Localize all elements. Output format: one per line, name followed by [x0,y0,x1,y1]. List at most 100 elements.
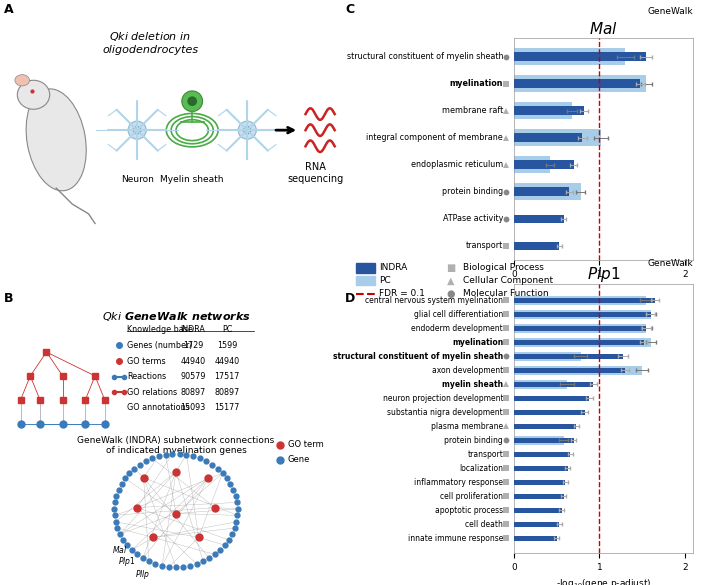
Text: B: B [4,292,13,305]
Circle shape [238,121,256,139]
Text: plasma membrane: plasma membrane [431,422,503,431]
Title: $\mathit{Mal}$: $\mathit{Mal}$ [589,21,618,37]
Bar [514,436,563,445]
Text: 15093: 15093 [180,403,206,412]
Text: GO relations: GO relations [127,388,177,397]
Bar [514,75,646,92]
Text: substantia nigra development: substantia nigra development [387,408,503,417]
Circle shape [243,126,251,135]
Text: myelination: myelination [450,79,503,88]
Ellipse shape [15,75,30,86]
Text: transport: transport [467,450,503,459]
Text: integral component of membrane: integral component of membrane [366,133,503,142]
Text: ●: ● [446,288,455,299]
Text: 80897: 80897 [180,388,206,397]
Text: Cellular Component: Cellular Component [463,276,553,285]
Bar [514,438,574,443]
Bar [514,298,655,302]
Text: 17517: 17517 [215,372,240,381]
Text: $\mathit{Qki}$ deletion in
oligodendrocytes: $\mathit{Qki}$ deletion in oligodendrocy… [102,30,198,55]
Text: RNA
sequencing: RNA sequencing [287,163,344,184]
Text: PC: PC [222,325,232,335]
Bar [514,184,581,200]
Bar [514,160,574,169]
X-axis label: -log$_{10}$(gene p-adjust): -log$_{10}$(gene p-adjust) [556,577,651,585]
Bar [514,156,550,173]
Bar [514,102,572,119]
Text: innate immune response: innate immune response [408,534,503,543]
Text: INDRA: INDRA [379,263,408,273]
Ellipse shape [18,80,50,109]
Bar [514,48,625,65]
Text: 80897: 80897 [215,388,240,397]
Text: transport: transport [466,242,503,250]
Circle shape [133,126,142,135]
Text: $\mathit{Pllp}$: $\mathit{Pllp}$ [135,568,151,581]
Bar [514,536,557,541]
Text: myelination: myelination [452,338,503,347]
Text: Myelin sheath: Myelin sheath [161,176,224,184]
Bar [514,340,644,345]
Text: $\mathit{Plp1}$: $\mathit{Plp1}$ [118,555,136,568]
Text: 1729: 1729 [183,341,203,350]
Text: apoptotic process: apoptotic process [435,506,503,515]
Text: localization: localization [459,464,503,473]
Text: Genes (number): Genes (number) [127,341,193,350]
Text: GO terms: GO terms [127,356,166,366]
Bar [514,466,567,470]
Text: 90579: 90579 [180,372,206,381]
Text: ▲: ▲ [447,276,454,286]
Text: PC: PC [379,276,391,285]
Circle shape [128,121,146,139]
Text: Molecular Function: Molecular Function [463,289,549,298]
Bar [514,324,646,333]
Text: central nervous system myelination: central nervous system myelination [365,296,503,305]
Text: D: D [345,292,356,305]
Text: GO annotations: GO annotations [127,403,190,412]
Bar [514,366,642,374]
Text: inflammatory response: inflammatory response [414,478,503,487]
Bar [514,424,577,429]
Bar [514,296,646,305]
Text: 15177: 15177 [215,403,240,412]
Bar [514,396,589,401]
Text: GO term: GO term [288,441,323,449]
Text: 1599: 1599 [217,341,237,350]
Bar [514,508,562,512]
Bar [514,338,650,347]
Text: GeneWalk: GeneWalk [648,259,693,267]
Bar [514,312,650,316]
Text: ■: ■ [446,263,455,273]
Bar [514,310,650,319]
Bar [514,382,593,387]
Title: $\mathit{Plp1}$: $\mathit{Plp1}$ [587,265,620,284]
X-axis label: -log$_{10}$(gene p-adjust): -log$_{10}$(gene p-adjust) [556,285,651,298]
Bar [514,410,585,415]
Text: protein binding: protein binding [444,436,503,445]
Bar [514,215,563,223]
Bar [514,494,563,498]
Bar [514,129,601,146]
Text: cell death: cell death [465,520,503,529]
Text: Gene: Gene [288,455,310,464]
Text: structural constituent of myelin sheath: structural constituent of myelin sheath [333,352,503,361]
Bar [514,187,570,196]
Text: GeneWalk (INDRA) subnetwork connections
of indicated myelination genes: GeneWalk (INDRA) subnetwork connections … [77,436,275,455]
Text: A: A [4,3,13,16]
Text: axon development: axon development [432,366,503,375]
Bar [514,52,646,61]
Bar [514,242,559,250]
Bar [514,79,641,88]
Text: 44940: 44940 [215,356,240,366]
Text: INDRA: INDRA [181,325,206,335]
Text: cell proliferation: cell proliferation [440,492,503,501]
Bar [514,368,625,373]
Bar [514,106,584,115]
Bar [514,133,582,142]
Text: Knowledge base: Knowledge base [127,325,194,335]
Text: FDR = 0.1: FDR = 0.1 [379,289,425,298]
Text: $\mathit{Qki}$ GeneWalk networks: $\mathit{Qki}$ GeneWalk networks [101,310,251,323]
Text: protein binding: protein binding [442,187,503,197]
Text: Neuron: Neuron [120,176,153,184]
Text: Reactions: Reactions [127,372,167,381]
